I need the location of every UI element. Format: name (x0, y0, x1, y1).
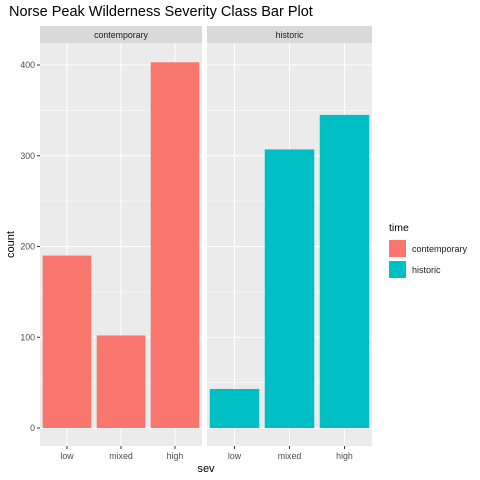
facet-strip (207, 26, 372, 43)
facet-strip-label: contemporary (94, 30, 148, 40)
bar-historic-low (209, 388, 260, 428)
legend-label-contemporary: contemporary (412, 243, 468, 254)
x-tick-label: high (336, 451, 353, 461)
legend-item-contemporary: contemporary (389, 238, 467, 259)
bar-historic-high (319, 114, 370, 428)
y-tick-label: 200 (20, 242, 35, 252)
legend-item-historic: historic (389, 259, 467, 280)
x-tick-label: high (167, 451, 184, 461)
y-tick-label: 100 (20, 332, 35, 342)
bar-historic-mixed (264, 149, 315, 428)
y-axis-title: count (5, 231, 17, 258)
y-tick-label: 400 (20, 60, 35, 70)
legend-key-historic (389, 261, 406, 278)
x-axis-title: sev (197, 463, 215, 475)
bar-contemporary-mixed (96, 335, 146, 428)
y-tick-label: 300 (20, 151, 35, 161)
x-tick-label: mixed (109, 451, 133, 461)
facet-strip (40, 26, 202, 43)
x-tick-label: low (228, 451, 242, 461)
legend-title: time (389, 222, 409, 234)
chart-title: Norse Peak Wilderness Severity Class Bar… (9, 4, 313, 20)
x-tick-label: mixed (278, 451, 302, 461)
x-tick-label: low (60, 451, 74, 461)
legend: time contemporary historic (389, 222, 467, 280)
y-tick-label: 0 (30, 423, 35, 433)
legend-key-contemporary (389, 240, 406, 257)
bar-contemporary-high (150, 62, 200, 429)
legend-label-historic: historic (412, 264, 441, 275)
facet-strip-label: historic (276, 30, 304, 40)
bar-contemporary-low (42, 255, 92, 428)
